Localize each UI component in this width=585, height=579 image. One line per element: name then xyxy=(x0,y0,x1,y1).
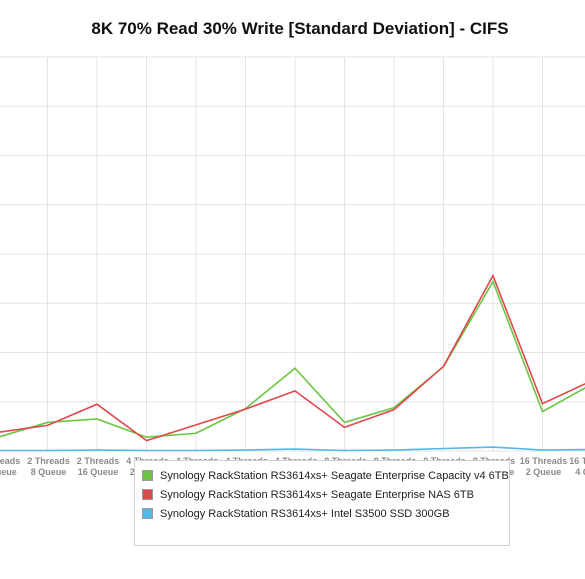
legend: Synology RackStation RS3614xs+ Seagate E… xyxy=(134,460,510,546)
legend-item-2: Synology RackStation RS3614xs+ Seagate E… xyxy=(135,485,509,504)
legend-swatch xyxy=(142,489,153,500)
legend-label: Synology RackStation RS3614xs+ Seagate E… xyxy=(160,488,474,501)
grid-lines xyxy=(0,56,585,452)
chart-title: 8K 70% Read 30% Write [Standard Deviatio… xyxy=(91,19,509,38)
series-lines xyxy=(0,273,585,452)
x-tick-label: 2 Threads4 Queue xyxy=(0,456,20,477)
x-tick-label: 2 Threads 16 Queue xyxy=(77,456,120,477)
x-tick-label: 2 Threads 8 Queue xyxy=(27,456,70,477)
series-line-2 xyxy=(0,273,585,442)
legend-swatch xyxy=(142,470,153,481)
legend-item-1: Synology RackStation RS3614xs+ Seagate E… xyxy=(135,466,509,485)
legend-label: Synology RackStation RS3614xs+ Intel S35… xyxy=(160,507,450,520)
series-line-3 xyxy=(0,446,585,452)
series-line-1 xyxy=(0,279,585,439)
legend-swatch xyxy=(142,508,153,519)
x-tick-label: 16 Threads4 Queue xyxy=(569,456,585,477)
x-tick-label: 16 Threads 2 Queue xyxy=(520,456,568,477)
legend-item-3: Synology RackStation RS3614xs+ Intel S35… xyxy=(135,504,509,523)
legend-label: Synology RackStation RS3614xs+ Seagate E… xyxy=(160,469,509,482)
